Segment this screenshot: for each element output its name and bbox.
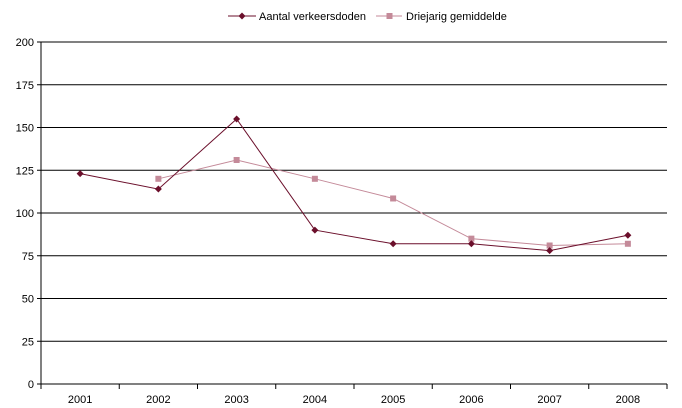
point-driejarig-gemiddelde-2007	[546, 242, 553, 249]
point-driejarig-gemiddelde-2003	[233, 156, 240, 163]
y-tick-label-200: 200	[16, 37, 34, 49]
legend-marker-diamond	[238, 12, 246, 20]
y-tick-label-75: 75	[22, 251, 34, 263]
y-tick-label-175: 175	[16, 80, 34, 92]
point-driejarig-gemiddelde-2002	[155, 175, 162, 182]
x-tick-label-2005: 2005	[381, 394, 405, 406]
axes	[37, 41, 668, 389]
point-driejarig-gemiddelde-2006	[468, 235, 475, 242]
gridlines	[41, 41, 667, 342]
y-tick-label-0: 0	[28, 379, 34, 391]
y-tick-label-100: 100	[16, 208, 34, 220]
series-layer	[76, 115, 632, 255]
point-aantal-verkeersdoden-2005	[389, 240, 397, 248]
point-aantal-verkeersdoden-2003	[233, 115, 241, 123]
y-tick-label-150: 150	[16, 123, 34, 135]
series-driejarig-gemiddelde	[155, 156, 631, 249]
series-line-aantal-verkeersdoden	[80, 118, 628, 252]
point-driejarig-gemiddelde-2008	[624, 240, 631, 247]
y-tick-label-25: 25	[22, 336, 34, 348]
legend-item-driejarig-gemiddelde: Driejarig gemiddelde	[376, 11, 507, 23]
point-driejarig-gemiddelde-2005	[390, 195, 397, 202]
point-aantal-verkeersdoden-2008	[624, 231, 632, 239]
series-line-driejarig-gemiddelde	[158, 159, 628, 246]
legend-item-aantal-verkeersdoden: Aantal verkeersdoden	[228, 11, 366, 23]
point-driejarig-gemiddelde-2004	[311, 175, 318, 182]
y-tick-label-125: 125	[16, 165, 34, 177]
series-aantal-verkeersdoden	[76, 115, 632, 255]
point-aantal-verkeersdoden-2004	[311, 226, 319, 234]
x-tick-label-2002: 2002	[146, 394, 170, 406]
y-tick-label-50: 50	[22, 294, 34, 306]
x-tick-label-2004: 2004	[303, 394, 327, 406]
point-aantal-verkeersdoden-2002	[154, 185, 162, 193]
x-tick-label-2007: 2007	[537, 394, 561, 406]
x-tick-label-2003: 2003	[224, 394, 248, 406]
point-aantal-verkeersdoden-2001	[76, 170, 84, 178]
legend-marker-square	[386, 13, 393, 19]
x-tick-label-2006: 2006	[459, 394, 483, 406]
legend-label-aantal-verkeersdoden: Aantal verkeersdoden	[259, 11, 366, 23]
y-axis-tick-labels: 0 25 50 75 100 125 150 175 200	[16, 37, 34, 391]
x-tick-label-2008: 2008	[616, 394, 640, 406]
legend: Aantal verkeersdoden Driejarig gemiddeld…	[228, 11, 507, 23]
x-axis-tick-labels: 2001 2002 2003 2004 2005 2006 2007 2008	[68, 394, 640, 406]
point-aantal-verkeersdoden-2007	[546, 247, 554, 255]
point-aantal-verkeersdoden-2006	[467, 240, 475, 248]
legend-label-driejarig-gemiddelde: Driejarig gemiddelde	[406, 11, 507, 23]
x-tick-label-2001: 2001	[68, 394, 92, 406]
